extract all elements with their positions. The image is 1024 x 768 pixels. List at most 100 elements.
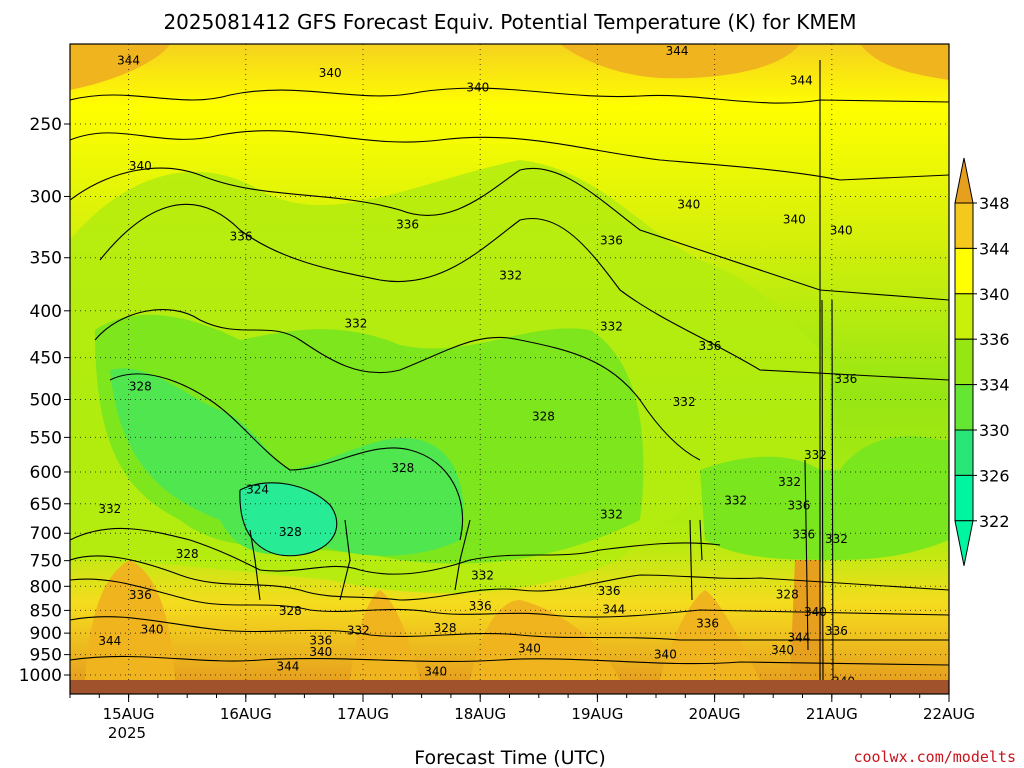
colorbar-swatch xyxy=(954,474,974,522)
contour-label: 332 xyxy=(499,269,522,283)
contour-label: 328 xyxy=(434,621,457,635)
field-blob-orange-top-1 xyxy=(70,44,170,90)
x-tick-label: 21AUG xyxy=(806,705,858,723)
contour-label: 340 xyxy=(518,642,541,656)
contour-label: 328 xyxy=(129,380,152,394)
contour-label: 328 xyxy=(532,410,555,424)
x-year-label: 2025 xyxy=(108,724,146,742)
contour-label: 336 xyxy=(825,624,848,638)
contour-label: 340 xyxy=(804,605,827,619)
y-tick-label: 300 xyxy=(30,187,62,207)
colorbar: 348 344 340 336 334 330 326 322 xyxy=(954,157,1010,566)
y-tick-label: 1000 xyxy=(19,666,62,686)
contour-label: 340 xyxy=(424,664,447,678)
contour-label: 336 xyxy=(598,584,621,598)
contour-label: 340 xyxy=(129,159,152,173)
colorbar-swatch xyxy=(954,338,974,386)
colorbar-swatch xyxy=(954,384,974,431)
y-tick-label: 250 xyxy=(30,115,62,135)
contour-label: 332 xyxy=(600,319,623,333)
contour-label: 332 xyxy=(471,569,494,583)
x-tick-label: 17AUG xyxy=(337,705,389,723)
contour-label: 336 xyxy=(230,230,253,244)
x-axis-label: Forecast Time (UTC) xyxy=(414,747,605,768)
y-tick-label: 500 xyxy=(30,391,62,411)
contour-label: 340 xyxy=(466,80,489,94)
contour-label: 336 xyxy=(792,527,815,541)
contour-label: 340 xyxy=(319,66,342,80)
contour-label: 332 xyxy=(778,475,801,489)
x-tick-label: 22AUG xyxy=(923,705,975,723)
contour-label: 336 xyxy=(698,339,721,353)
contour-label: 328 xyxy=(176,547,199,561)
contour-label: 340 xyxy=(677,197,700,211)
contour-label: 328 xyxy=(279,604,302,618)
contour-label: 340 xyxy=(654,648,677,662)
contour-label: 336 xyxy=(129,588,152,602)
y-tick-label: 850 xyxy=(30,601,62,621)
contour-label: 340 xyxy=(830,224,853,238)
contour-label: 336 xyxy=(834,372,857,386)
colorbar-top-arrow xyxy=(954,157,974,204)
contour-label: 332 xyxy=(98,502,121,516)
surface-ground xyxy=(70,680,949,694)
contour-label: 328 xyxy=(391,461,414,475)
colorbar-swatch xyxy=(954,293,974,340)
y-tick-label: 350 xyxy=(30,249,62,269)
y-tick-label: 950 xyxy=(30,646,62,666)
contour-label: 344 xyxy=(277,660,300,674)
contour-label: 344 xyxy=(98,634,121,648)
y-tick-label: 550 xyxy=(30,428,62,448)
y-tick-label: 700 xyxy=(30,524,62,544)
colorbar-swatch xyxy=(954,247,974,295)
field-blob-green-right xyxy=(700,436,949,560)
contour-label: 332 xyxy=(825,532,848,546)
contour-label: 336 xyxy=(696,616,719,630)
colorbar-label: 326 xyxy=(979,466,1010,485)
colorbar-label: 348 xyxy=(979,194,1010,213)
contour-label: 336 xyxy=(600,233,623,247)
x-tick-label: 19AUG xyxy=(571,705,623,723)
contour-label: 340 xyxy=(309,645,332,659)
y-tick-label: 400 xyxy=(30,302,62,322)
contour-label: 332 xyxy=(347,623,370,637)
colorbar-label: 344 xyxy=(979,239,1010,258)
contour-label: 344 xyxy=(117,53,140,67)
field-blob-orange-top-2 xyxy=(560,44,800,79)
colorbar-swatch xyxy=(954,429,974,476)
colorbar-label: 334 xyxy=(979,376,1010,395)
field-blob-orange-low-4 xyxy=(660,590,760,680)
contour-label: 324 xyxy=(246,482,269,496)
contour-label: 344 xyxy=(788,631,811,645)
contour-label: 344 xyxy=(602,602,625,616)
y-axis: 250 300 350 400 450 500 550 600 650 700 750 800 850 9… xyxy=(19,115,70,686)
grid-lines xyxy=(70,44,949,680)
contour-label: 340 xyxy=(141,623,164,637)
y-tick-label: 900 xyxy=(30,624,62,644)
field-blob-green-deep xyxy=(110,368,464,556)
colorbar-label: 330 xyxy=(979,421,1010,440)
contour-label: 344 xyxy=(666,44,689,58)
field-blob-orange-low-2 xyxy=(350,590,420,680)
contour-label: 340 xyxy=(771,643,794,657)
contour-label: 332 xyxy=(600,508,623,522)
contour-label: 328 xyxy=(776,588,799,602)
contour-label: 328 xyxy=(279,525,302,539)
colorbar-label: 322 xyxy=(979,512,1010,531)
x-axis: 15AUG 16AUG 17AUG 18AUG 19AUG 20AUG 21AUG 22AUG xyxy=(69,694,975,723)
x-tick-label: 16AUG xyxy=(220,705,272,723)
plot-area: 3443403403443443403363363403403403363323… xyxy=(70,44,949,694)
colorbar-swatch xyxy=(954,202,974,249)
colorbar-label: 340 xyxy=(979,285,1010,304)
contour-label: 332 xyxy=(345,317,368,331)
field-blob-orange-top-3 xyxy=(860,44,949,80)
y-tick-label: 750 xyxy=(30,552,62,572)
contour-label: 336 xyxy=(788,499,811,513)
contour-label: 340 xyxy=(783,213,806,227)
credit-text: coolwx.com/modelts xyxy=(853,748,1016,766)
contour-label: 332 xyxy=(673,395,696,409)
contour-label: 336 xyxy=(469,599,492,613)
contour-label: 336 xyxy=(309,634,332,648)
y-tick-label: 650 xyxy=(30,495,62,515)
y-tick-label: 450 xyxy=(30,349,62,369)
